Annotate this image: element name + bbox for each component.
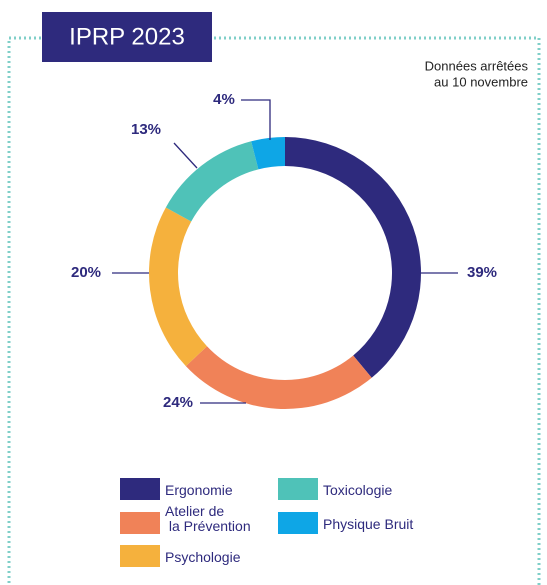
- value-label: 4%: [213, 91, 235, 108]
- donut-slice: [251, 137, 285, 170]
- title-box: [42, 12, 212, 62]
- donut-slice: [185, 346, 372, 409]
- chart-title: IPRP 2023: [69, 23, 185, 50]
- donut-slice: [285, 137, 421, 378]
- donut-slice: [165, 141, 259, 222]
- value-label: 24%: [163, 394, 193, 411]
- legend-swatch: [278, 512, 318, 534]
- legend-swatch: [120, 512, 160, 534]
- subtitle: Données arrêtées: [425, 58, 529, 73]
- legend-swatch: [120, 545, 160, 567]
- leader-line: [241, 99, 271, 140]
- leader-line: [173, 142, 198, 169]
- legend-label: Ergonomie: [165, 482, 233, 498]
- legend-label: Physique Bruit: [323, 516, 413, 532]
- legend-swatch: [120, 478, 160, 500]
- subtitle: au 10 novembre: [434, 74, 528, 89]
- value-label: 20%: [71, 264, 101, 281]
- value-label: 13%: [131, 121, 161, 138]
- legend-label: Psychologie: [165, 549, 241, 565]
- legend-swatch: [278, 478, 318, 500]
- donut-slice: [148, 207, 208, 367]
- value-label: 39%: [467, 264, 497, 281]
- legend-label: Atelier de la Prévention: [165, 503, 251, 534]
- frame: [7, 36, 541, 585]
- legend-label: Toxicologie: [323, 482, 392, 498]
